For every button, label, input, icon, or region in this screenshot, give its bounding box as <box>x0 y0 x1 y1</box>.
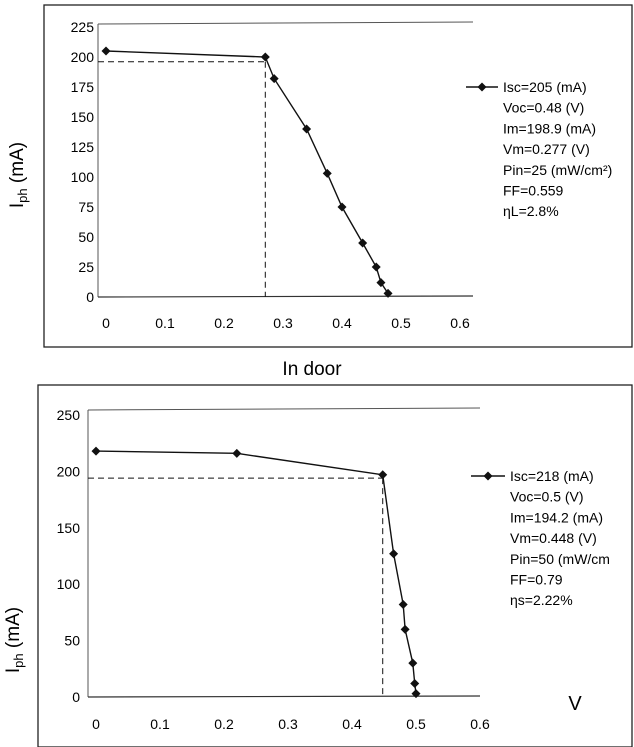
data-point <box>411 689 421 699</box>
y-tick-label: 75 <box>78 199 94 215</box>
x-tick-label: 0.3 <box>278 716 298 732</box>
data-point <box>337 202 347 212</box>
data-point <box>371 262 381 272</box>
data-point <box>376 278 386 288</box>
legend-entry: Pin=25 (mW/cm²) <box>503 162 612 178</box>
y-tick-label: 225 <box>71 19 95 35</box>
x-tick-label: 0.2 <box>214 315 234 331</box>
y-tick-label: 200 <box>71 49 95 65</box>
plot-top-border <box>87 407 481 411</box>
y-tick-label: 250 <box>57 407 81 423</box>
chart-1: 0 25 50 75 100 125 150 175 200 225 0 0.1 0.2 0.3 0.4 0.… <box>7 4 633 380</box>
y-tick-label: 25 <box>78 259 94 275</box>
chart-frame <box>43 4 633 348</box>
x-axis-line <box>87 695 481 698</box>
chart-2: 0 50 100 150 200 250 0 0.1 0.2 0.3 0.4 0.5 0.6 Iph (m… <box>3 384 633 747</box>
legend-marker <box>477 82 487 92</box>
x-tick-label: 0 <box>102 315 110 331</box>
data-point <box>389 549 399 559</box>
x-tick-label: 0.5 <box>391 315 411 331</box>
y-tick-label: 150 <box>57 520 81 536</box>
y-tick-label: 200 <box>57 463 81 479</box>
legend-entry: Pin=50 (mW/cm <box>510 551 610 567</box>
series-line <box>95 450 417 694</box>
x-tick-label: 0.4 <box>342 716 362 732</box>
data-point <box>91 446 101 456</box>
data-point <box>232 448 242 458</box>
x-axis-line <box>97 295 474 298</box>
series-line <box>105 50 389 294</box>
x-tick-label: 0.6 <box>450 315 470 331</box>
chart-caption: In door <box>282 359 342 380</box>
legend-entry: Voc=0.5 (V) <box>510 489 584 505</box>
y-axis-label: Iph (mA) <box>7 142 30 208</box>
y-tick-label: 0 <box>86 289 94 305</box>
data-point <box>410 678 420 688</box>
legend-entry: Isc=218 (mA) <box>510 468 594 484</box>
legend-entry: Voc=0.48 (V) <box>503 100 584 116</box>
data-point <box>302 124 312 134</box>
y-axis-label: Iph (mA) <box>3 607 26 673</box>
data-point <box>322 168 332 178</box>
legend-entry: Im=198.9 (mA) <box>503 120 596 136</box>
legend-entry: Vm=0.448 (V) <box>510 530 597 546</box>
plot-top-border <box>97 21 474 25</box>
data-point <box>358 238 368 248</box>
legend-entry: ηL=2.8% <box>503 203 559 219</box>
y-tick-label: 100 <box>57 576 81 592</box>
x-tick-label: 0.4 <box>332 315 352 331</box>
data-point <box>408 658 418 668</box>
x-tick-label: 0.5 <box>406 716 426 732</box>
legend-entry: FF=0.79 <box>510 572 563 588</box>
x-axis-label: V <box>568 693 582 715</box>
legend-marker <box>483 471 493 481</box>
x-tick-label: 0.2 <box>214 716 234 732</box>
legend-entry: ηs=2.22% <box>510 592 573 608</box>
y-tick-label: 125 <box>71 139 95 155</box>
y-tick-label: 50 <box>64 633 80 649</box>
chart-frame <box>37 384 633 747</box>
legend-entry: FF=0.559 <box>503 183 564 199</box>
x-tick-label: 0.6 <box>470 716 490 732</box>
x-tick-label: 0.1 <box>155 315 175 331</box>
y-tick-label: 175 <box>71 79 95 95</box>
legend-entry: Im=194.2 (mA) <box>510 509 603 525</box>
data-point <box>101 46 111 56</box>
legend-entry: Isc=205 (mA) <box>503 79 587 95</box>
data-point <box>378 470 388 480</box>
x-tick-label: 0.1 <box>150 716 170 732</box>
y-tick-label: 0 <box>72 689 80 705</box>
data-point <box>398 600 408 610</box>
y-tick-label: 50 <box>78 229 94 245</box>
legend-entry: Vm=0.277 (V) <box>503 141 590 157</box>
data-point <box>260 52 270 62</box>
data-point <box>383 288 393 298</box>
x-tick-label: 0 <box>92 716 100 732</box>
x-tick-label: 0.3 <box>273 315 293 331</box>
y-tick-label: 150 <box>71 109 95 125</box>
y-tick-label: 100 <box>71 169 95 185</box>
data-point <box>269 74 279 84</box>
data-point <box>400 624 410 634</box>
